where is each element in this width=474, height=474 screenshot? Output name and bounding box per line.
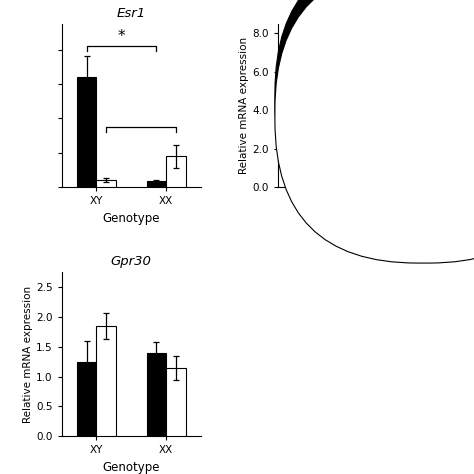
Text: *: * <box>334 32 341 47</box>
Bar <box>77 362 97 436</box>
Title: Gpr30: Gpr30 <box>111 255 152 268</box>
Bar <box>382 172 402 187</box>
Text: *: * <box>118 29 126 45</box>
X-axis label: Genotype: Genotype <box>102 461 160 474</box>
Bar <box>146 353 166 436</box>
Title: Esr1: Esr1 <box>117 7 146 20</box>
X-axis label: Genotype: Genotype <box>102 212 160 225</box>
Title: Esr2: Esr2 <box>333 7 362 20</box>
Bar <box>146 182 166 187</box>
Y-axis label: Relative mRNA expression: Relative mRNA expression <box>23 286 33 423</box>
Y-axis label: Relative mRNA expression: Relative mRNA expression <box>239 37 249 174</box>
Bar <box>312 109 332 187</box>
Bar <box>363 175 382 187</box>
Bar <box>166 368 186 436</box>
Bar <box>97 326 116 436</box>
Bar <box>97 180 116 187</box>
X-axis label: Genotype: Genotype <box>319 212 376 225</box>
Bar <box>77 77 97 187</box>
Bar <box>293 143 312 187</box>
Bar <box>166 156 186 187</box>
